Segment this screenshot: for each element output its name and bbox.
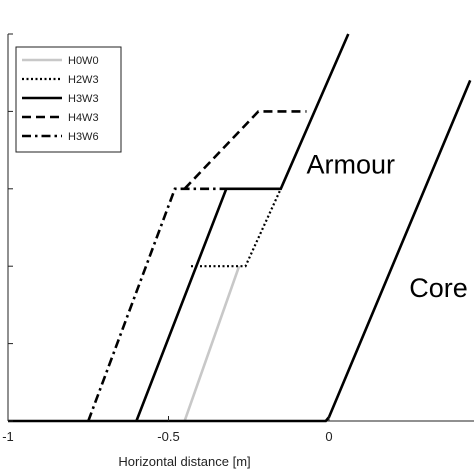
x-axis-label: Horizontal distance [m] (118, 454, 250, 469)
legend-label: H2W3 (68, 74, 99, 86)
legend-label: H0W0 (68, 55, 99, 67)
x-tick-label: -1 (2, 429, 14, 444)
x-tick-label: -0.5 (157, 429, 179, 444)
legend-label: H4W3 (68, 112, 99, 124)
legend-label: H3W3 (68, 93, 99, 105)
annotation-armour: Armour (307, 149, 396, 179)
series-lines (8, 33, 472, 423)
series-core-boundary (8, 79, 472, 423)
annotations: Armour Core (307, 149, 468, 303)
legend-label: H3W6 (68, 131, 99, 143)
series-h2w3 (191, 188, 282, 268)
annotation-core: Core (409, 273, 468, 303)
axis-ticks: -1 -0.5 0 (2, 33, 333, 444)
legend-box (15, 46, 122, 153)
series-h4w3 (183, 110, 307, 190)
legend: H0W0 H2W3 H3W3 H4W3 H3W6 (15, 46, 122, 153)
series-h0w0 (183, 265, 241, 422)
x-tick-label: 0 (325, 429, 332, 444)
series-h3w6 (87, 187, 227, 422)
series-h3w3 (135, 33, 350, 422)
